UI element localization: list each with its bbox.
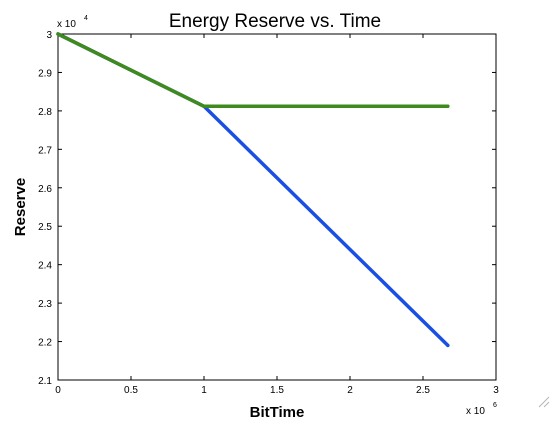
x-tick-label: 1.5 bbox=[270, 385, 284, 396]
x-tick-label: 3 bbox=[493, 385, 499, 396]
y-tick-label: 2.3 bbox=[38, 299, 52, 310]
y-axis-exponent-power: 4 bbox=[84, 15, 88, 22]
y-tick-label: 2.5 bbox=[38, 222, 52, 233]
x-tick-label: 2 bbox=[347, 385, 353, 396]
series-layer bbox=[56, 32, 450, 348]
x-tick-label: 0.5 bbox=[124, 385, 138, 396]
resize-grip-line bbox=[543, 401, 550, 408]
resize-grip-line bbox=[538, 396, 550, 408]
y-tick-label: 2.7 bbox=[38, 145, 52, 156]
x-tick-label: 0 bbox=[55, 385, 61, 396]
y-axis-exponent-base: x 10 bbox=[57, 19, 76, 30]
y-tick-label: 2.4 bbox=[38, 261, 52, 272]
y-tick-label: 2.2 bbox=[38, 338, 52, 349]
y-tick-label: 2.8 bbox=[38, 107, 52, 118]
x-axis-exponent-base: x 10 bbox=[466, 406, 485, 417]
y-tick-label: 2.9 bbox=[38, 68, 52, 79]
x-axis-exponent: x 10 6 bbox=[466, 402, 497, 417]
series-2-point bbox=[56, 32, 60, 36]
chart-title: Energy Reserve vs. Time bbox=[169, 11, 381, 32]
y-axis-exponent: x 10 4 bbox=[57, 15, 88, 30]
plot-area: 0 0.5 1 1.5 2 2.5 3 2.12.22.32.42.52.62.72.82.… bbox=[38, 30, 499, 396]
x-axis-label: BitTime bbox=[250, 404, 305, 421]
x-axis-exponent-power: 6 bbox=[493, 402, 497, 409]
series-2-point bbox=[446, 104, 450, 108]
y-tick-label: 2.6 bbox=[38, 184, 52, 195]
x-tick-label: 1 bbox=[201, 385, 207, 396]
x-axis-ticks: 0 0.5 1 1.5 2 2.5 3 bbox=[55, 34, 499, 396]
y-tick-label: 3 bbox=[46, 30, 52, 41]
series-2-point bbox=[202, 104, 206, 108]
y-axis-ticks: 2.1 2.2 2.3 2.4 2.5 2.6 2.7 2.8 2.9 3 bbox=[38, 30, 496, 387]
x-tick-label: 2.5 bbox=[416, 385, 430, 396]
y-axis-label: Reserve bbox=[12, 178, 29, 236]
resize-grip[interactable] bbox=[538, 396, 550, 408]
y-tick-label: 2.1 bbox=[38, 376, 52, 387]
series-1-point bbox=[446, 343, 450, 347]
